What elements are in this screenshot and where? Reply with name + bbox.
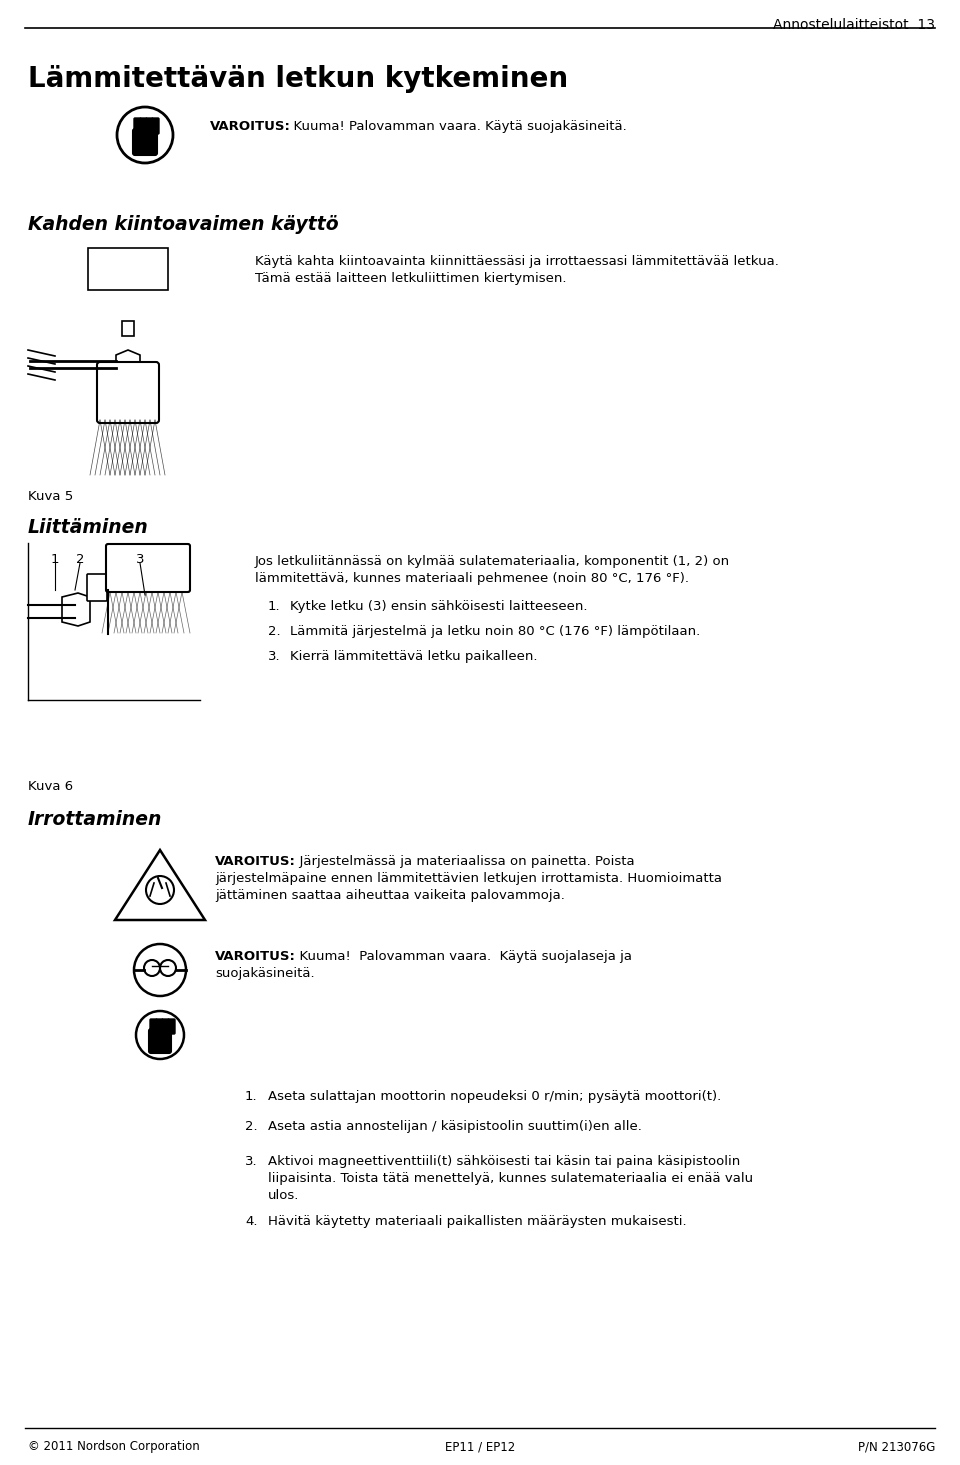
- Text: jättäminen saattaa aiheuttaa vaikeita palovammoja.: jättäminen saattaa aiheuttaa vaikeita pa…: [215, 889, 564, 902]
- Text: Aktivoi magneettiventtiili(t) sähköisesti tai käsin tai paina käsipistoolin: Aktivoi magneettiventtiili(t) sähköisest…: [268, 1154, 740, 1168]
- Text: Kuuma!  Palovamman vaara.  Käytä suojalaseja ja: Kuuma! Palovamman vaara. Käytä suojalase…: [291, 949, 632, 963]
- Text: 3: 3: [135, 552, 144, 565]
- Text: Kierrä lämmitettävä letku paikalleen.: Kierrä lämmitettävä letku paikalleen.: [290, 650, 538, 664]
- Text: 3.: 3.: [245, 1154, 257, 1168]
- FancyBboxPatch shape: [156, 1020, 163, 1034]
- Text: EP11 / EP12: EP11 / EP12: [444, 1440, 516, 1453]
- Text: 1: 1: [51, 552, 60, 565]
- Text: VAROITUS:: VAROITUS:: [210, 120, 291, 133]
- Text: 2.: 2.: [245, 1121, 257, 1132]
- Text: Lämmitettävän letkun kytkeminen: Lämmitettävän letkun kytkeminen: [28, 64, 568, 92]
- FancyBboxPatch shape: [87, 574, 107, 601]
- Text: järjestelmäpaine ennen lämmitettävien letkujen irrottamista. Huomioimatta: järjestelmäpaine ennen lämmitettävien le…: [215, 872, 722, 885]
- Polygon shape: [62, 593, 90, 626]
- FancyBboxPatch shape: [97, 362, 159, 423]
- Text: Jos letkuliitännässä on kylmää sulatemateriaalia, komponentit (1, 2) on: Jos letkuliitännässä on kylmää sulatemat…: [255, 555, 731, 568]
- FancyBboxPatch shape: [106, 544, 190, 592]
- FancyBboxPatch shape: [162, 1020, 169, 1034]
- FancyBboxPatch shape: [88, 248, 168, 290]
- Text: VAROITUS:: VAROITUS:: [215, 856, 296, 867]
- Text: Kuva 6: Kuva 6: [28, 779, 73, 793]
- FancyBboxPatch shape: [146, 119, 153, 133]
- Text: Aseta sulattajan moottorin nopeudeksi 0 r/min; pysäytä moottori(t).: Aseta sulattajan moottorin nopeudeksi 0 …: [268, 1090, 721, 1103]
- Text: Hävitä käytetty materiaali paikallisten määräysten mukaisesti.: Hävitä käytetty materiaali paikallisten …: [268, 1214, 686, 1228]
- Text: suojakäsineitä.: suojakäsineitä.: [215, 967, 315, 980]
- Text: 2.: 2.: [268, 626, 280, 637]
- Polygon shape: [115, 850, 205, 920]
- FancyBboxPatch shape: [152, 119, 159, 133]
- Text: liipaisinta. Toista tätä menettelyä, kunnes sulatemateriaalia ei enää valu: liipaisinta. Toista tätä menettelyä, kun…: [268, 1172, 754, 1185]
- Text: 1.: 1.: [268, 601, 280, 612]
- Text: Lämmitä järjestelmä ja letku noin 80 °C (176 °F) lämpötilaan.: Lämmitä järjestelmä ja letku noin 80 °C …: [290, 626, 700, 637]
- Text: 4.: 4.: [245, 1214, 257, 1228]
- Text: Tämä estää laitteen letkuliittimen kiertymisen.: Tämä estää laitteen letkuliittimen kiert…: [255, 272, 566, 286]
- FancyBboxPatch shape: [168, 1020, 175, 1034]
- Text: ulos.: ulos.: [268, 1190, 300, 1201]
- FancyBboxPatch shape: [140, 119, 147, 133]
- Text: Kuuma! Palovamman vaara. Käytä suojakäsineitä.: Kuuma! Palovamman vaara. Käytä suojakäsi…: [285, 120, 627, 133]
- Text: Irrottaminen: Irrottaminen: [28, 810, 162, 829]
- Text: Käytä kahta kiintoavainta kiinnittäessäsi ja irrottaessasi lämmitettävää letkua.: Käytä kahta kiintoavainta kiinnittäessäs…: [255, 255, 779, 268]
- Text: Järjestelmässä ja materiaalissa on painetta. Poista: Järjestelmässä ja materiaalissa on paine…: [291, 856, 635, 867]
- Text: Aseta astia annostelijan / käsipistoolin suuttim(i)en alle.: Aseta astia annostelijan / käsipistoolin…: [268, 1121, 642, 1132]
- FancyBboxPatch shape: [134, 119, 141, 133]
- Text: lämmitettävä, kunnes materiaali pehmenee (noin 80 °C, 176 °F).: lämmitettävä, kunnes materiaali pehmenee…: [255, 571, 689, 585]
- Text: Liittäminen: Liittäminen: [28, 519, 149, 538]
- Text: 1.: 1.: [245, 1090, 257, 1103]
- Text: Annostelulaitteistot  13: Annostelulaitteistot 13: [773, 18, 935, 32]
- Text: 2: 2: [76, 552, 84, 565]
- Text: 3.: 3.: [268, 650, 280, 664]
- Polygon shape: [116, 350, 140, 374]
- Text: Kahden kiintoavaimen käyttö: Kahden kiintoavaimen käyttö: [28, 215, 339, 234]
- Text: P/N 213076G: P/N 213076G: [857, 1440, 935, 1453]
- Text: Kytke letku (3) ensin sähköisesti laitteeseen.: Kytke letku (3) ensin sähköisesti laitte…: [290, 601, 588, 612]
- FancyBboxPatch shape: [149, 1028, 171, 1053]
- FancyBboxPatch shape: [122, 321, 134, 335]
- Text: Kuva 5: Kuva 5: [28, 489, 73, 502]
- FancyBboxPatch shape: [150, 1020, 157, 1034]
- FancyBboxPatch shape: [133, 129, 157, 155]
- Text: © 2011 Nordson Corporation: © 2011 Nordson Corporation: [28, 1440, 200, 1453]
- Text: VAROITUS:: VAROITUS:: [215, 949, 296, 963]
